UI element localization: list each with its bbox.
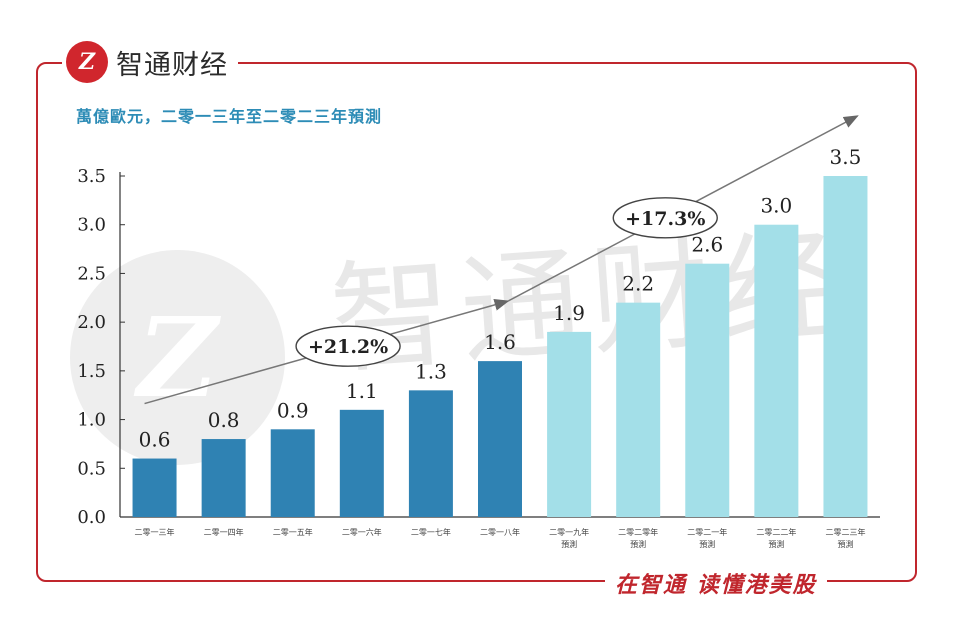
forecast-bar xyxy=(754,224,799,517)
bar-value-label: 3.5 xyxy=(830,145,862,169)
forecast-bar xyxy=(547,331,592,517)
cagr-annotation: +21.2% xyxy=(295,325,401,367)
forecast-bar xyxy=(616,302,661,517)
historical-bar xyxy=(478,361,522,517)
brand-logo: Z 智通财经 xyxy=(62,38,238,86)
x-category-label: 二零一五年 xyxy=(273,527,313,537)
historical-bar xyxy=(408,390,453,517)
cagr-annotation: +17.3% xyxy=(612,197,718,239)
x-category-label: 二零二二年預測 xyxy=(756,527,796,549)
bar-value-label: 1.9 xyxy=(553,301,585,325)
content-frame xyxy=(36,62,917,582)
bar-value-label: 3.0 xyxy=(760,194,792,218)
bar-value-label: 1.1 xyxy=(346,379,378,403)
chart-title: 萬億歐元，二零一三年至二零二三年預測 xyxy=(76,107,383,126)
x-category-label: 二零一八年 xyxy=(480,527,520,537)
historical-bar xyxy=(201,439,246,517)
y-tick-label: 0.5 xyxy=(77,458,106,479)
historical-bar xyxy=(270,429,315,517)
forecast-bar xyxy=(685,263,730,517)
y-tick-label: 0.0 xyxy=(77,507,106,528)
y-tick-label: 1.0 xyxy=(77,410,106,431)
bar-value-label: 2.2 xyxy=(622,272,654,296)
x-category-label: 二零二一年預測 xyxy=(687,527,727,549)
y-tick-label: 2.5 xyxy=(77,263,106,284)
cagr-ellipse xyxy=(295,325,401,367)
slogan-text: 在智通 读懂港美股 xyxy=(615,573,817,598)
cagr-label: +17.3% xyxy=(625,208,705,230)
x-category-label: 二零一三年 xyxy=(135,527,175,537)
cagr-label: +21.2% xyxy=(308,336,388,358)
slogan-banner: 在智通 读懂港美股 xyxy=(605,566,827,600)
bar-value-label: 1.6 xyxy=(484,330,516,354)
x-category-label: 二零一六年 xyxy=(342,527,382,537)
bar-value-label: 0.6 xyxy=(139,428,171,452)
y-tick-label: 3.5 xyxy=(77,166,106,187)
logo-icon: Z xyxy=(66,41,108,83)
bar-value-label: 0.8 xyxy=(208,408,240,432)
historical-bar xyxy=(132,458,177,517)
y-tick-label: 1.5 xyxy=(77,361,106,382)
bar-value-label: 1.3 xyxy=(415,359,447,383)
cagr-ellipse xyxy=(612,197,718,239)
bar-value-label: 0.9 xyxy=(277,398,309,422)
bar-value-label: 2.6 xyxy=(691,233,723,257)
x-category-label: 二零一四年 xyxy=(204,527,244,537)
forecast-bar xyxy=(823,176,868,517)
y-tick-label: 2.0 xyxy=(77,312,106,333)
x-category-label: 二零二三年預測 xyxy=(825,527,865,549)
x-category-label: 二零一七年 xyxy=(411,527,451,537)
y-tick-label: 3.0 xyxy=(77,215,106,236)
watermark-logo-icon: Z xyxy=(70,250,285,465)
x-category-label: 二零一九年預測 xyxy=(549,527,589,549)
historical-bar xyxy=(339,409,384,517)
x-category-label: 二零二零年預測 xyxy=(618,527,658,549)
brand-name: 智通财经 xyxy=(116,49,228,81)
